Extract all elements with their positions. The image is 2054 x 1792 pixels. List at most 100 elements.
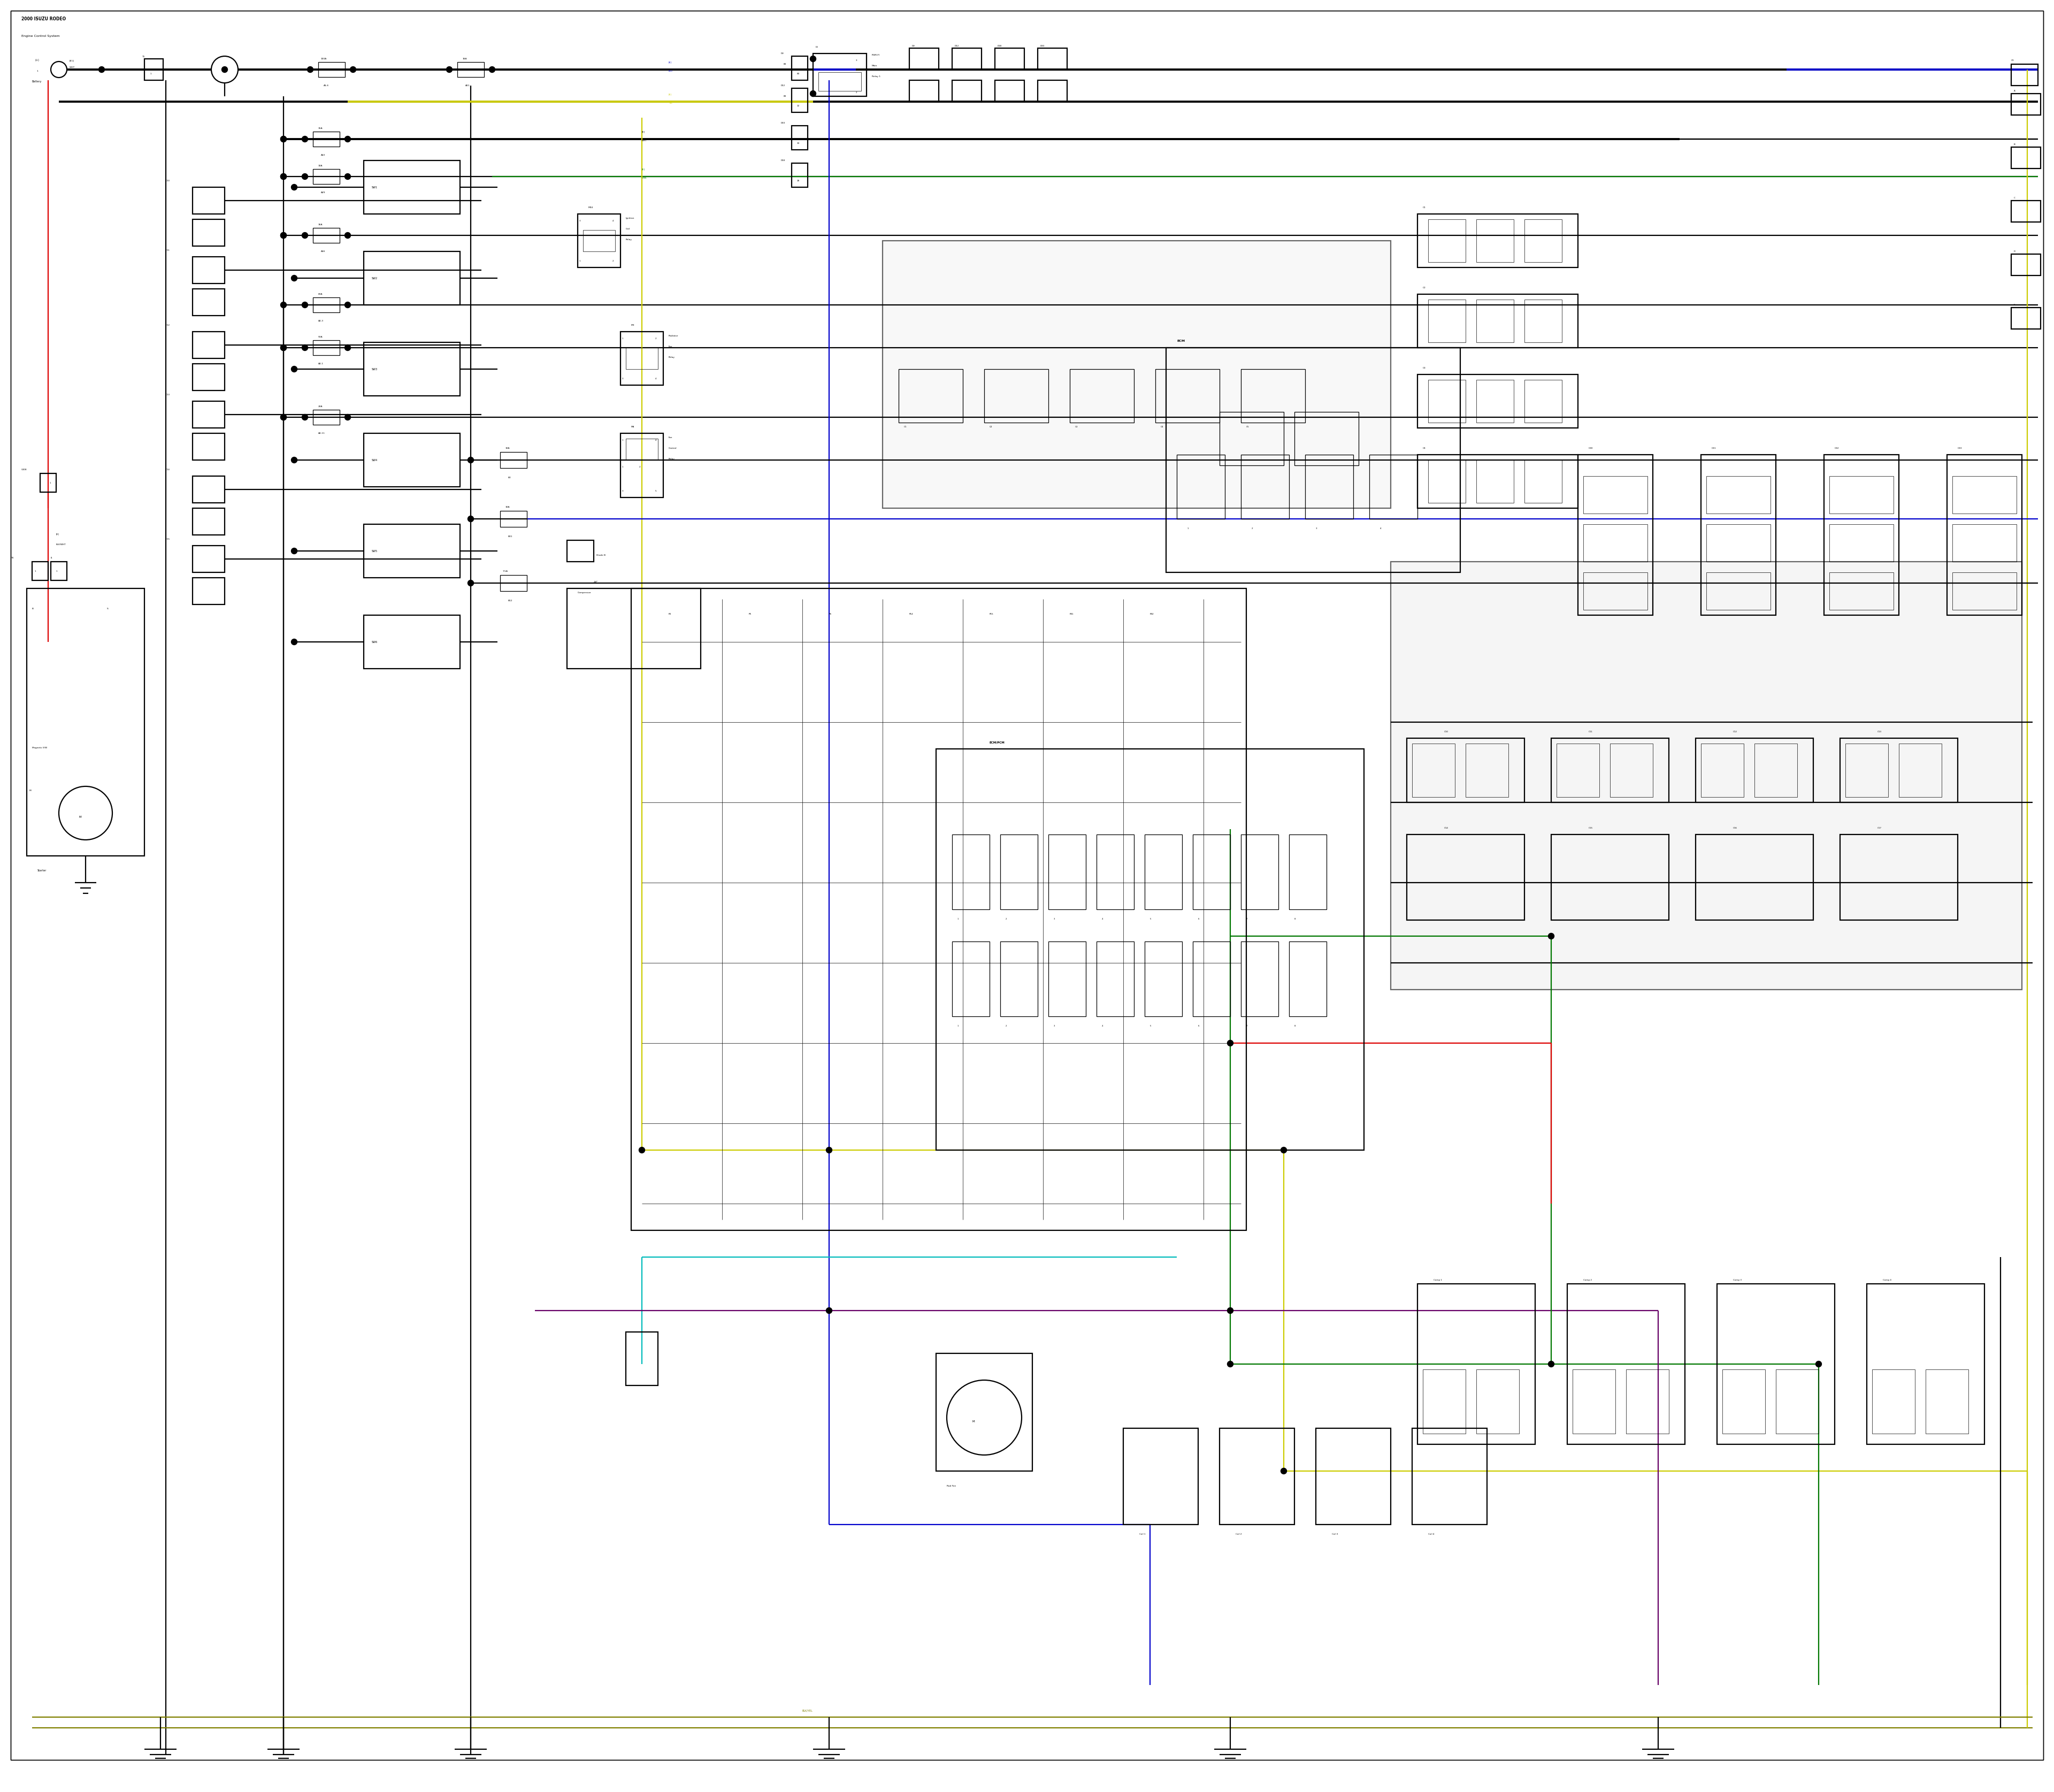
Text: D18: D18	[998, 45, 1002, 47]
Text: [E]: [E]	[55, 532, 60, 536]
Text: C4: C4	[1423, 448, 1425, 450]
Text: M: M	[78, 815, 82, 819]
Bar	[364, 615, 460, 668]
Text: C13: C13	[166, 394, 170, 396]
Bar	[193, 332, 224, 358]
Circle shape	[302, 233, 308, 238]
Circle shape	[302, 174, 308, 179]
Text: SW5: SW5	[372, 550, 378, 552]
Bar	[1584, 572, 1647, 609]
Bar	[1867, 1283, 1984, 1444]
Text: SW6: SW6	[372, 640, 378, 643]
Text: P42: P42	[1150, 613, 1154, 615]
Bar	[499, 511, 528, 527]
Bar	[1840, 738, 1957, 803]
Bar	[1551, 738, 1668, 803]
Text: Main: Main	[871, 65, 877, 66]
Text: BLK/WHT: BLK/WHT	[55, 543, 66, 545]
Text: C408: C408	[21, 468, 27, 471]
Bar	[1000, 941, 1037, 1016]
Bar	[193, 577, 224, 604]
Text: M9: M9	[631, 324, 635, 326]
Bar	[1573, 1369, 1614, 1434]
Bar	[193, 289, 224, 315]
Bar	[1417, 455, 1577, 509]
Bar	[364, 434, 460, 487]
Text: P15: P15	[990, 613, 994, 615]
Circle shape	[1549, 1362, 1555, 1367]
Text: Relay: Relay	[670, 459, 676, 461]
Circle shape	[281, 303, 286, 308]
Circle shape	[281, 174, 286, 179]
Bar	[1037, 81, 1068, 102]
Text: M8: M8	[631, 426, 635, 428]
Bar	[626, 1331, 657, 1385]
Text: Rad Fan: Rad Fan	[947, 1486, 955, 1487]
Text: C3: C3	[1423, 367, 1425, 369]
Text: A2-1: A2-1	[318, 362, 325, 366]
Text: C2: C2	[1423, 287, 1425, 289]
Text: C11: C11	[1588, 731, 1592, 733]
Bar	[312, 340, 339, 355]
Text: Comp 3: Comp 3	[1734, 1279, 1742, 1281]
Text: GRN: GRN	[641, 177, 647, 179]
Bar	[1717, 1283, 1834, 1444]
Bar	[1144, 941, 1183, 1016]
Text: Magnetic S/W: Magnetic S/W	[33, 747, 47, 749]
Text: T1: T1	[142, 56, 144, 57]
Text: BLU: BLU	[670, 70, 674, 72]
Text: A/C: A/C	[594, 581, 598, 582]
Bar	[994, 48, 1025, 70]
Bar	[1707, 477, 1771, 514]
Text: D18: D18	[781, 159, 785, 161]
Text: D33: D33	[781, 122, 785, 124]
Bar	[883, 240, 1391, 509]
Text: C16: C16	[1734, 826, 1738, 830]
Bar	[193, 477, 224, 504]
Text: WHT: WHT	[70, 66, 76, 68]
Circle shape	[292, 640, 298, 645]
Bar	[994, 81, 1025, 102]
Text: 15A: 15A	[318, 127, 322, 129]
Bar	[791, 88, 807, 113]
Circle shape	[1228, 1039, 1232, 1047]
Bar	[193, 186, 224, 213]
Bar	[953, 835, 990, 909]
Bar	[1584, 525, 1647, 561]
Circle shape	[281, 344, 286, 351]
Circle shape	[281, 174, 286, 179]
Text: ECM/PCM: ECM/PCM	[990, 740, 1004, 744]
Text: Fan: Fan	[670, 437, 672, 439]
Text: P5: P5	[750, 613, 752, 615]
Text: C10: C10	[166, 179, 170, 181]
Text: 89: 89	[785, 95, 787, 97]
Text: C3: C3	[1074, 426, 1078, 428]
Circle shape	[1816, 1362, 1822, 1367]
Text: 18: 18	[797, 179, 799, 181]
Bar	[1577, 455, 1653, 615]
Text: Coil 4: Coil 4	[1428, 1534, 1434, 1536]
Bar	[1193, 835, 1230, 909]
Text: C4: C4	[1161, 426, 1165, 428]
Bar	[1193, 941, 1230, 1016]
Text: B2: B2	[507, 477, 511, 478]
Text: Starter: Starter	[37, 869, 47, 873]
Bar	[953, 48, 982, 70]
Bar	[1830, 572, 1894, 609]
Bar	[2011, 254, 2040, 276]
Text: P14: P14	[910, 613, 914, 615]
Bar	[1871, 1369, 1914, 1434]
Bar	[1844, 744, 1888, 797]
Bar	[1467, 744, 1508, 797]
Text: C33: C33	[1957, 448, 1962, 450]
Bar	[1551, 835, 1668, 919]
Text: C5: C5	[1247, 426, 1249, 428]
Text: M: M	[972, 1421, 976, 1423]
Bar	[953, 81, 982, 102]
Bar	[1830, 477, 1894, 514]
Bar	[1567, 1283, 1684, 1444]
Circle shape	[1282, 1147, 1286, 1152]
Text: C12: C12	[166, 324, 170, 326]
Bar	[193, 364, 224, 391]
Circle shape	[809, 91, 815, 97]
